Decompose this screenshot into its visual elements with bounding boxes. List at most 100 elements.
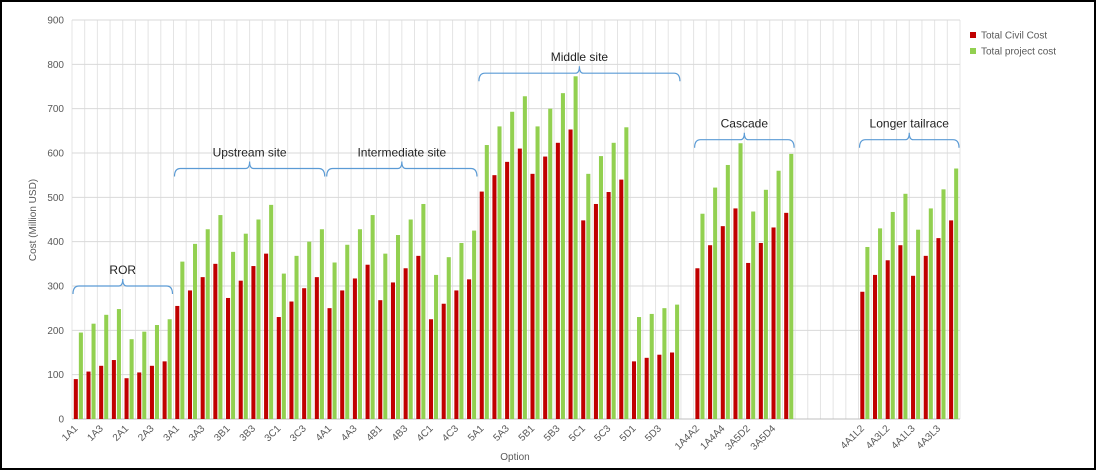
bar — [86, 371, 91, 419]
bar — [789, 153, 794, 420]
brace — [694, 132, 795, 148]
bar — [484, 145, 489, 419]
bar — [510, 111, 515, 420]
bar — [383, 253, 388, 419]
bar — [903, 193, 908, 419]
bar — [560, 93, 565, 420]
bar — [73, 379, 78, 419]
brace — [72, 278, 174, 295]
bar — [649, 313, 654, 419]
bar — [365, 264, 370, 419]
x-axis-title: Option — [500, 452, 529, 463]
bar — [573, 76, 578, 419]
bar — [302, 288, 307, 419]
bar — [264, 253, 269, 419]
bar — [586, 173, 591, 419]
legend-swatch — [970, 32, 976, 38]
brace — [478, 66, 681, 82]
bar — [327, 308, 332, 419]
bar — [187, 290, 193, 419]
y-tick-label: 0 — [58, 415, 64, 426]
bar — [746, 262, 751, 419]
bar — [911, 275, 916, 419]
annotation: ROR — [109, 263, 136, 277]
bar — [434, 274, 439, 419]
y-axis-title: Cost (Million USD) — [28, 179, 39, 261]
bar — [593, 203, 598, 419]
bar — [231, 251, 236, 419]
bar — [611, 142, 616, 419]
bar — [555, 142, 560, 419]
bar — [885, 260, 890, 419]
bar — [269, 204, 274, 419]
bar — [581, 220, 586, 419]
bar — [78, 332, 83, 419]
bar — [276, 317, 281, 419]
legend-label: Total project cost — [981, 47, 1056, 58]
bar — [758, 242, 763, 419]
bar — [619, 179, 624, 419]
bar — [116, 309, 121, 419]
bar — [416, 255, 421, 419]
brace — [326, 161, 478, 177]
bar — [408, 219, 413, 419]
legend-swatch — [970, 48, 976, 54]
bar — [154, 325, 160, 419]
bar — [446, 257, 451, 419]
y-tick-label: 600 — [47, 149, 64, 160]
bar — [928, 208, 933, 419]
annotation: Intermediate site — [357, 146, 446, 160]
bar — [149, 365, 154, 419]
bar — [281, 273, 286, 419]
bar — [340, 290, 345, 419]
bar — [662, 308, 667, 419]
bar — [378, 300, 383, 419]
bar — [162, 361, 167, 419]
bar — [492, 175, 497, 419]
bar — [505, 161, 510, 419]
bar — [256, 219, 261, 419]
annotation: Middle site — [551, 50, 609, 64]
y-tick-label: 800 — [47, 60, 64, 71]
bar — [193, 243, 198, 419]
bar — [631, 361, 637, 419]
bar — [568, 129, 573, 419]
bar — [700, 213, 705, 419]
bar — [243, 233, 248, 419]
bar — [370, 215, 375, 419]
bar — [472, 230, 477, 419]
bar — [763, 189, 768, 419]
bar — [872, 274, 878, 419]
bar — [776, 170, 781, 419]
brace — [858, 132, 960, 148]
bar — [142, 331, 147, 419]
bar — [733, 208, 738, 419]
bar — [543, 156, 548, 419]
bar — [784, 212, 789, 419]
bar — [713, 187, 718, 419]
bar — [606, 192, 611, 419]
bar — [180, 261, 185, 419]
bar — [675, 304, 680, 419]
bar — [624, 127, 629, 419]
bar — [357, 229, 362, 419]
bar — [421, 203, 426, 419]
bar — [294, 255, 299, 419]
bar — [345, 244, 350, 419]
bar — [218, 215, 223, 419]
bar — [497, 126, 502, 420]
bar — [936, 238, 941, 419]
y-tick-label: 200 — [47, 326, 64, 337]
bar — [129, 339, 134, 419]
bar — [289, 301, 294, 419]
y-tick-label: 700 — [47, 104, 64, 115]
bar — [751, 211, 756, 419]
bar — [238, 280, 243, 419]
bar — [637, 317, 642, 419]
y-tick-label: 900 — [47, 16, 64, 27]
bar — [708, 245, 713, 419]
bar — [479, 191, 484, 419]
bar — [205, 229, 210, 419]
